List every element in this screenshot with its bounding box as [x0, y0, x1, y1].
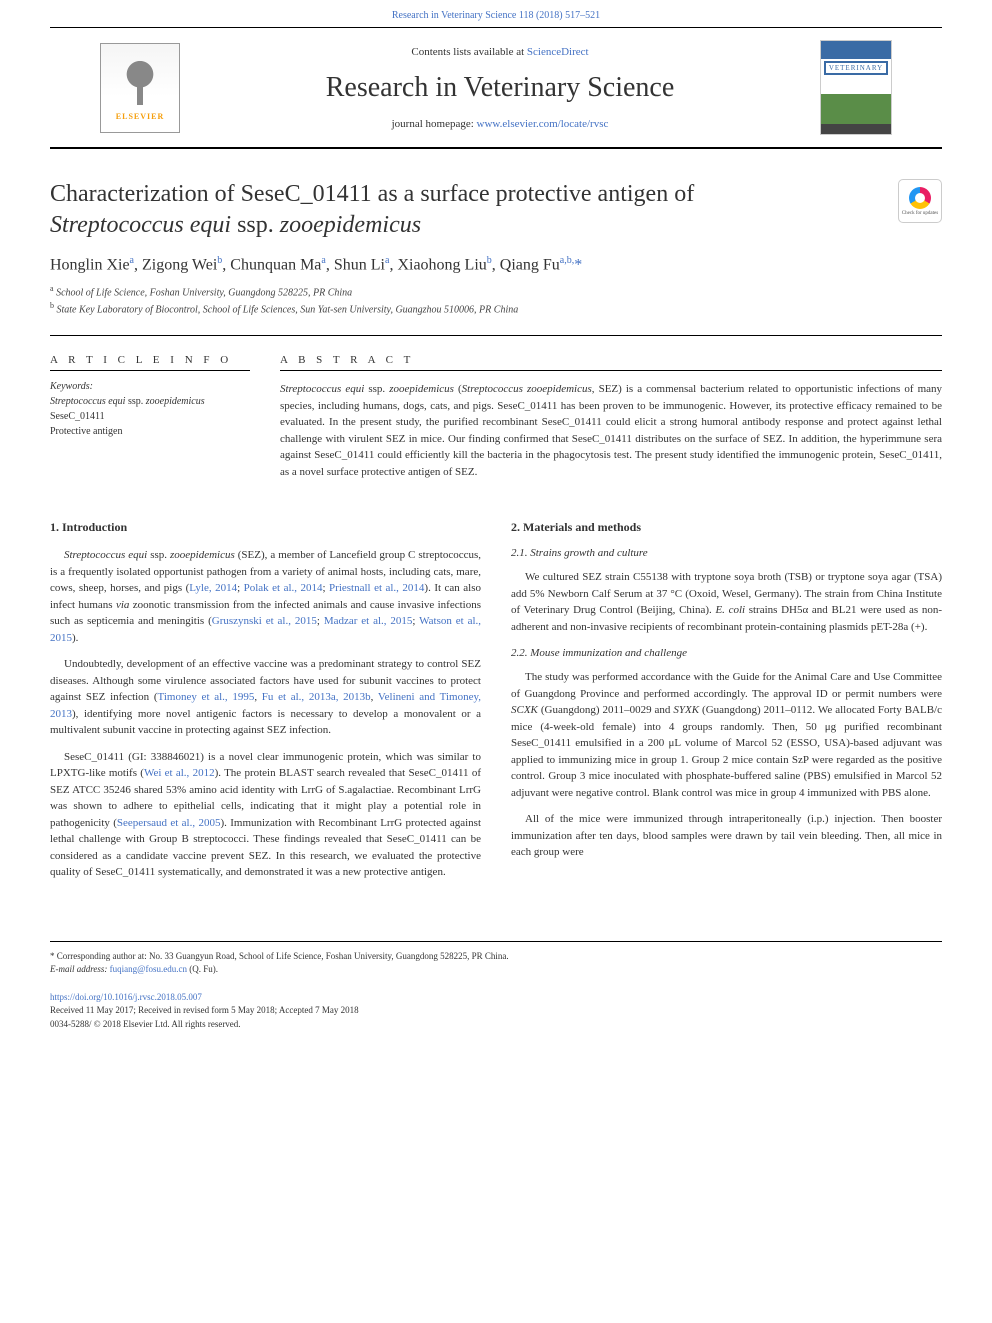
elsevier-label: ELSEVIER: [116, 112, 164, 121]
doi-block: https://doi.org/10.1016/j.rvsc.2018.05.0…: [50, 991, 942, 1032]
email-suffix: (Q. Fu).: [187, 964, 218, 974]
journal-name: Research in Veterinary Science: [180, 72, 820, 104]
keyword-item: SeseC_01411: [50, 409, 250, 424]
body-paragraph: Streptococcus equi ssp. zooepidemicus (S…: [50, 547, 481, 646]
cover-label: VETERINARY: [824, 61, 888, 75]
abstract-text: Streptococcus equi ssp. zooepidemicus (S…: [280, 381, 942, 480]
section-1-title: 1. Introduction: [50, 520, 481, 535]
elsevier-logo: ELSEVIER: [100, 43, 180, 133]
keywords-label: Keywords:: [50, 381, 250, 392]
email-link[interactable]: fuqiang@fosu.edu.cn: [110, 964, 187, 974]
cover-top-stripe: [821, 41, 891, 59]
elsevier-tree-icon: [115, 55, 165, 110]
cover-mid: VETERINARY: [821, 59, 891, 94]
homepage-link[interactable]: www.elsevier.com/locate/rvsc: [477, 118, 609, 130]
header-center: Contents lists available at ScienceDirec…: [180, 46, 820, 130]
abstract-heading: A B S T R A C T: [280, 354, 942, 366]
body-two-columns: 1. Introduction Streptococcus equi ssp. …: [50, 520, 942, 891]
title-italic-1: Streptococcus equi: [50, 212, 231, 238]
email-label: E-mail address:: [50, 964, 110, 974]
top-citation-bar: Research in Veterinary Science 118 (2018…: [0, 0, 992, 27]
section-2-2-paragraphs: The study was performed accordance with …: [511, 669, 942, 861]
intro-paragraphs: Streptococcus equi ssp. zooepidemicus (S…: [50, 547, 481, 881]
contents-prefix: Contents lists available at: [411, 46, 526, 58]
homepage-prefix: journal homepage:: [392, 118, 477, 130]
affiliation-line: b State Key Laboratory of Biocontrol, Sc…: [50, 300, 942, 317]
left-column: 1. Introduction Streptococcus equi ssp. …: [50, 520, 481, 891]
body-paragraph: All of the mice were immunized through i…: [511, 811, 942, 861]
journal-header: ELSEVIER Contents lists available at Sci…: [50, 27, 942, 149]
corr-label: * Corresponding author at: No. 33 Guangy…: [50, 951, 509, 961]
affiliations: a School of Life Science, Foshan Univers…: [50, 283, 942, 318]
article-title: Characterization of SeseC_01411 as a sur…: [50, 179, 878, 241]
contents-line: Contents lists available at ScienceDirec…: [180, 46, 820, 58]
top-citation-link[interactable]: Research in Veterinary Science 118 (2018…: [392, 10, 600, 21]
right-column: 2. Materials and methods 2.1. Strains gr…: [511, 520, 942, 891]
title-italic-2: zooepidemicus: [280, 212, 421, 238]
affiliation-line: a School of Life Science, Foshan Univers…: [50, 283, 942, 300]
section-2-title: 2. Materials and methods: [511, 520, 942, 535]
article-info-heading: A R T I C L E I N F O: [50, 354, 250, 366]
article-info-col: A R T I C L E I N F O Keywords: Streptoc…: [50, 354, 250, 480]
journal-cover-thumbnail: VETERINARY: [820, 40, 892, 135]
homepage-line: journal homepage: www.elsevier.com/locat…: [180, 118, 820, 130]
crossmark-icon: [909, 187, 931, 209]
abstract-col: A B S T R A C T Streptococcus equi ssp. …: [280, 354, 942, 480]
section-2-2-title: 2.2. Mouse immunization and challenge: [511, 647, 942, 659]
cover-barcode: [821, 124, 891, 134]
info-divider: [50, 370, 250, 371]
copyright-line: 0034-5288/ © 2018 Elsevier Ltd. All righ…: [50, 1019, 241, 1029]
title-rest: ssp.: [231, 212, 280, 238]
received-line: Received 11 May 2017; Received in revise…: [50, 1005, 359, 1015]
body-paragraph: SeseC_01411 (GI: 338846021) is a novel c…: [50, 749, 481, 881]
authors-line: Honglin Xiea, Zigong Weib, Chunquan Maa,…: [50, 255, 942, 274]
footer: * Corresponding author at: No. 33 Guangy…: [50, 941, 942, 1032]
cover-bottom-stripe: [821, 94, 891, 124]
abstract-divider: [280, 370, 942, 371]
body-paragraph: The study was performed accordance with …: [511, 669, 942, 801]
sciencedirect-link[interactable]: ScienceDirect: [527, 46, 589, 58]
keywords-list: Streptococcus equi ssp. zooepidemicusSes…: [50, 394, 250, 439]
corresponding-author: * Corresponding author at: No. 33 Guangy…: [50, 950, 942, 977]
title-line1: Characterization of SeseC_01411 as a sur…: [50, 181, 694, 207]
check-for-updates-badge[interactable]: Check for updates: [898, 179, 942, 223]
keyword-item: Protective antigen: [50, 424, 250, 439]
article-body: Characterization of SeseC_01411 as a sur…: [0, 149, 992, 911]
body-paragraph: Undoubtedly, development of an effective…: [50, 656, 481, 739]
doi-link[interactable]: https://doi.org/10.1016/j.rvsc.2018.05.0…: [50, 992, 202, 1002]
title-row: Characterization of SeseC_01411 as a sur…: [50, 179, 942, 255]
section-2-1-title: 2.1. Strains growth and culture: [511, 547, 942, 559]
para-2-1: We cultured SEZ strain C55138 with trypt…: [511, 569, 942, 635]
check-updates-text: Check for updates: [902, 211, 938, 216]
info-abstract-row: A R T I C L E I N F O Keywords: Streptoc…: [50, 335, 942, 480]
keyword-item: Streptococcus equi ssp. zooepidemicus: [50, 394, 250, 409]
